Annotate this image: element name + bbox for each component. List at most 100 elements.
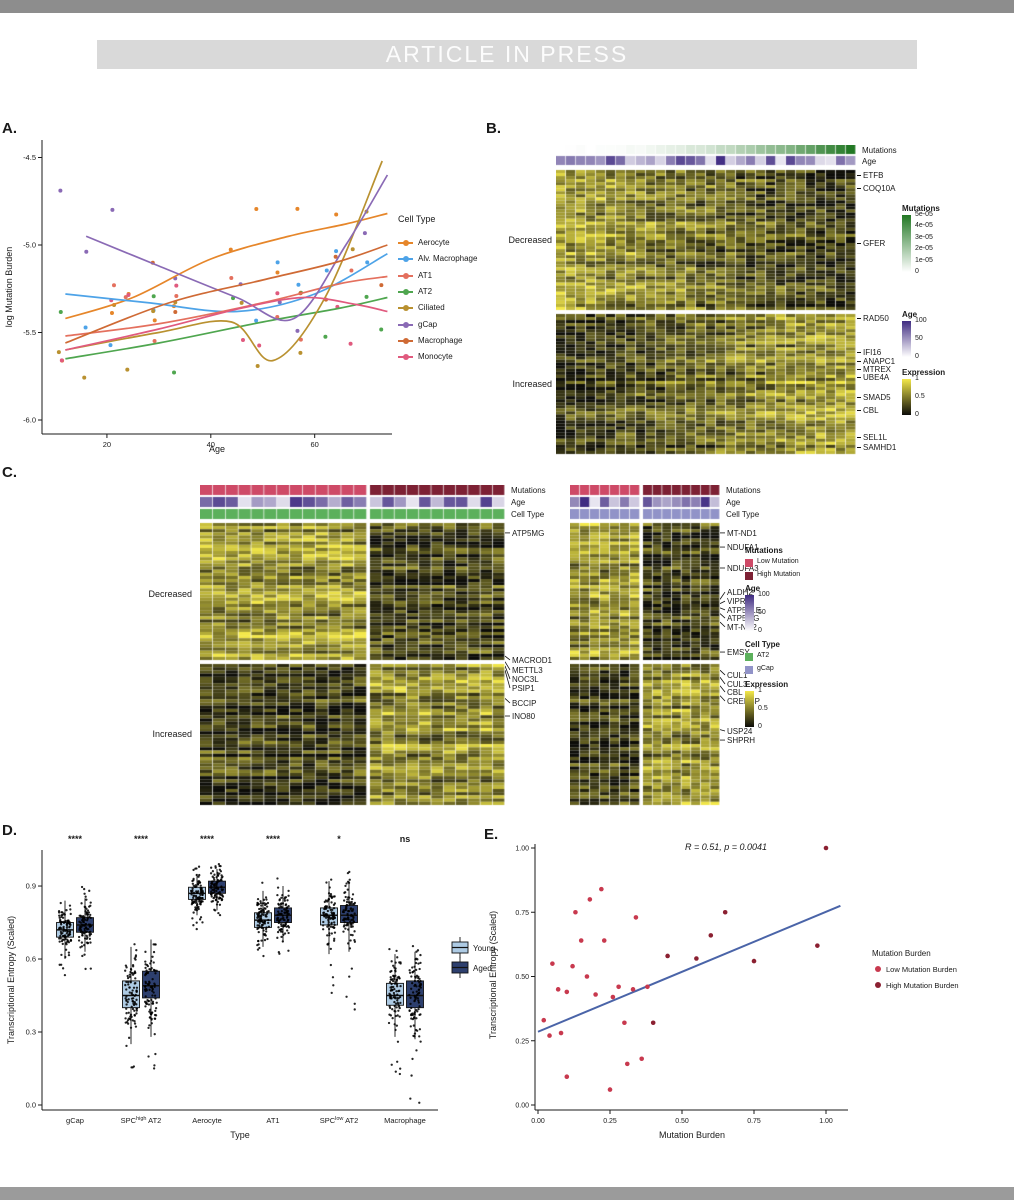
jitter-point (327, 942, 330, 945)
jitter-point (330, 878, 333, 881)
legend-item-label-macrophage: Macrophage (418, 335, 463, 345)
jitter-point (391, 1008, 394, 1011)
legend-key-dot-macrophage (403, 337, 409, 344)
jitter-point (80, 930, 83, 933)
jitter-point (413, 1000, 416, 1003)
legend-item-label-alv-macrophage: Alv. Macrophage (418, 254, 478, 264)
legend-title-mutations-b: Mutations (902, 204, 940, 213)
legend-tick-label-expression-b-1: 0.5 (915, 393, 925, 400)
jitter-point (415, 1049, 418, 1052)
jitter-point (128, 991, 131, 994)
jitter-point (220, 874, 223, 877)
jitter-point (190, 893, 193, 896)
bottom-border-bar (0, 1187, 1014, 1200)
jitter-point (395, 990, 398, 993)
scatter-point-aerocyte (152, 318, 157, 323)
jitter-point (331, 908, 334, 912)
jitter-point (212, 883, 215, 886)
jitter-point (277, 921, 281, 924)
jitter-point (127, 1011, 130, 1014)
jitter-point (323, 900, 326, 904)
scatter-point-ciliated (350, 247, 355, 252)
jitter-point (390, 969, 393, 973)
jitter-point (411, 991, 415, 994)
jitter-point (411, 982, 414, 985)
jitter-point (153, 1033, 156, 1036)
jitter-point (198, 918, 202, 921)
jitter-point (135, 949, 138, 952)
jitter-point (131, 1066, 134, 1069)
gene-label-rad50: RAD50 (863, 314, 889, 324)
jitter-point (388, 947, 391, 951)
jitter-point (396, 1060, 399, 1063)
jitter-point (282, 916, 285, 920)
gene-label-atp5mg-right: ATP5MG (727, 614, 760, 624)
jitter-point (395, 1006, 398, 1009)
scatter-point-aerocyte (109, 311, 114, 316)
jitter-point (413, 1013, 416, 1016)
jitter-point (125, 988, 128, 991)
jitter-point (392, 964, 395, 967)
jitter-point (276, 930, 280, 934)
jitter-point (215, 883, 218, 886)
jitter-point (395, 978, 399, 982)
legend-tick-label-mutations-b-1: 4e-05 (915, 222, 933, 230)
jitter-point (351, 897, 354, 901)
scatter-point-gcap (84, 249, 89, 254)
jitter-point (351, 909, 354, 912)
jitter-point (194, 867, 197, 870)
jitter-point (64, 948, 68, 951)
jitter-point (89, 941, 92, 944)
jitter-point (61, 934, 65, 938)
scatter-point-low (570, 963, 575, 969)
jitter-point (333, 923, 336, 927)
jitter-point (135, 1012, 138, 1015)
row-group-decreased: Decreased (508, 235, 552, 245)
jitter-point (257, 911, 261, 914)
gene-label-cbl: CBL (863, 405, 879, 415)
scatter-point-at2 (151, 294, 156, 299)
gene-label-samhd1: SAMHD1 (863, 443, 897, 452)
jitter-point (284, 908, 287, 912)
annotation-label-mutations: Mutations (862, 146, 897, 155)
gene-label-mt-nd2-right: MT-ND2 (727, 622, 757, 632)
scatter-point-gcap (58, 188, 63, 193)
jitter-point (59, 901, 62, 905)
jitter-point (151, 988, 154, 991)
jitter-point (259, 907, 263, 910)
jitter-point (388, 1005, 391, 1008)
legend-tick-label-mutations-b-0: 5e-05 (915, 211, 933, 218)
legend-item-label-young: Young (473, 944, 495, 953)
jitter-point (344, 927, 347, 930)
jitter-point (350, 925, 353, 929)
jitter-point (418, 1005, 421, 1008)
jitter-point (330, 991, 333, 995)
jitter-point (150, 986, 154, 989)
jitter-point (390, 1063, 393, 1066)
jitter-point (285, 921, 288, 924)
panel-d-chart: 0.0 0.3 0.6 0.9 Transcriptional Entropy (Sca… (6, 834, 495, 1140)
jitter-point (388, 1013, 391, 1016)
jitter-point (133, 1022, 137, 1025)
jitter-point (211, 891, 215, 895)
jitter-point (154, 943, 157, 946)
jitter-point (151, 978, 154, 981)
scatter-point-gcap (110, 207, 115, 212)
jitter-point (88, 933, 91, 936)
jitter-point (332, 906, 336, 910)
jitter-point (215, 887, 218, 890)
jitter-point (393, 1023, 396, 1026)
gene-label-ndufa3-right: NDUFA3 (727, 563, 759, 573)
legend-item-label-monocyte: Monocyte (418, 352, 453, 362)
jitter-point (148, 988, 151, 991)
jitter-point (151, 1000, 155, 1003)
significance-label-at1: **** (266, 834, 281, 844)
x-category-label-spchigh-at2: SPChigh AT2 (121, 1116, 162, 1125)
jitter-point (82, 924, 85, 927)
jitter-point (153, 985, 156, 989)
x-category-label-aerocyte: Aerocyte (192, 1116, 222, 1125)
jitter-point (333, 895, 336, 898)
jitter-point (145, 1001, 148, 1004)
jitter-point (409, 1025, 412, 1028)
legend-key-dot-aerocyte (403, 240, 409, 246)
